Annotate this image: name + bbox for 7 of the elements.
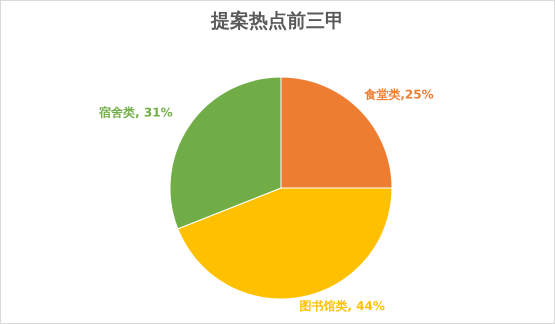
slice-label: 宿舍类 <box>98 106 136 120</box>
slice-label: 图书馆类 <box>299 298 348 313</box>
slice-label: 食堂类 <box>363 88 400 102</box>
data-label: , 31% <box>135 106 173 120</box>
data-label: ,25% <box>400 88 434 102</box>
chart-title: 提案热点前三甲 <box>210 9 345 34</box>
data-label: , 44% <box>347 298 385 313</box>
